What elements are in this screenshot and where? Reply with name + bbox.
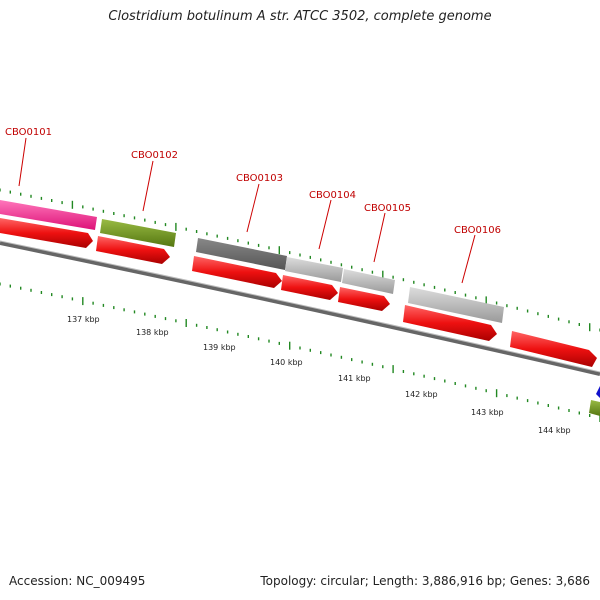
- gene-label-cbo0104[interactable]: CBO0104: [309, 190, 356, 201]
- genome-title: Clostridium botulinum A str. ATCC 3502, …: [108, 9, 492, 24]
- cds-arrow[interactable]: [192, 256, 282, 288]
- kbp-label: 143 kbp: [471, 408, 504, 417]
- kbp-label: 142 kbp: [405, 390, 438, 399]
- kbp-label: 137 kbp: [67, 315, 100, 324]
- gene-label-cbo0103[interactable]: CBO0103: [236, 173, 283, 184]
- gene-feature-olive-edge[interactable]: [589, 400, 600, 416]
- lower-tick-track: [0, 282, 600, 422]
- kbp-scale-labels: 137 kbp 138 kbp 139 kbp 140 kbp 141 kbp …: [67, 315, 571, 435]
- cds-arrow[interactable]: [0, 218, 93, 248]
- gene-feature-dark-gray[interactable]: [196, 238, 287, 270]
- cds-arrow[interactable]: [281, 275, 338, 300]
- gene-feature-light-gray-3[interactable]: [408, 287, 504, 323]
- upper-tick-track: [0, 188, 600, 332]
- cds-arrow-track: [0, 218, 597, 367]
- gene-leader-lines: [18, 137, 476, 284]
- outer-feature-track: [0, 200, 600, 416]
- gene-feature-light-gray-1[interactable]: [285, 257, 343, 282]
- genome-backbone: [0, 241, 600, 376]
- gene-label-cbo0101[interactable]: CBO0101: [5, 127, 52, 138]
- cds-arrow[interactable]: [96, 236, 170, 264]
- genome-summary-text: Topology: circular; Length: 3,886,916 bp…: [260, 574, 590, 588]
- kbp-label: 139 kbp: [203, 343, 236, 352]
- gene-feature-magenta[interactable]: [0, 200, 97, 230]
- genome-backbone-highlight: [0, 240, 600, 373]
- kbp-label: 141 kbp: [338, 374, 371, 383]
- accession-text: Accession: NC_009495: [9, 574, 146, 588]
- kbp-label: 138 kbp: [136, 328, 169, 337]
- kbp-label: 144 kbp: [538, 426, 571, 435]
- gene-feature-light-gray-2[interactable]: [342, 269, 395, 294]
- gene-labels: CBO0101 CBO0102 CBO0103 CBO0104 CBO0105 …: [5, 127, 501, 236]
- gene-feature-olive[interactable]: [100, 219, 176, 247]
- cds-arrow[interactable]: [403, 305, 497, 341]
- kbp-label: 140 kbp: [270, 358, 303, 367]
- gene-label-cbo0102[interactable]: CBO0102: [131, 150, 178, 161]
- gene-feature-blue-edge[interactable]: [596, 386, 600, 398]
- gene-label-cbo0105[interactable]: CBO0105: [364, 203, 411, 214]
- gene-label-cbo0106[interactable]: CBO0106: [454, 225, 501, 236]
- cds-arrow[interactable]: [338, 287, 390, 311]
- cds-arrow[interactable]: [510, 331, 597, 367]
